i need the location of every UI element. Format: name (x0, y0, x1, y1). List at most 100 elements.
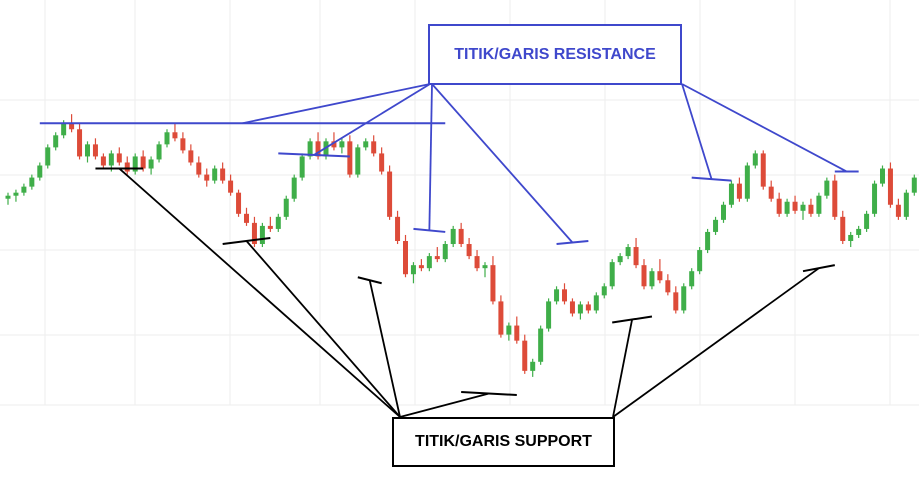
resistance-connector-0 (242, 83, 431, 125)
candle-body-101 (808, 204, 814, 214)
candle-body-82 (657, 271, 663, 281)
candle-body-77 (617, 256, 623, 263)
candle-body-28 (228, 180, 234, 193)
candle-body-0 (5, 195, 11, 199)
candle-body-41 (331, 141, 337, 148)
candle-60 (482, 262, 488, 278)
candle-90 (721, 201, 726, 223)
candle-body-20 (164, 132, 170, 145)
candle-75 (601, 283, 607, 299)
candle-body-50 (403, 241, 408, 275)
candle-body-59 (474, 256, 480, 269)
candle-21 (172, 123, 178, 142)
candle-93 (744, 162, 750, 202)
candle-24 (196, 156, 202, 178)
candle-106 (848, 231, 854, 248)
candle-body-110 (880, 168, 885, 184)
candle-113 (903, 189, 909, 220)
candle-body-68 (546, 301, 552, 329)
candle-body-70 (562, 289, 567, 302)
candle-body-91 (728, 183, 734, 205)
candle-99 (792, 195, 798, 214)
candle-body-92 (736, 183, 742, 199)
candle-37 (299, 153, 305, 181)
candle-0 (5, 192, 11, 205)
candle-body-2 (21, 186, 27, 193)
support-connector-2 (368, 280, 401, 418)
candle-48 (387, 165, 393, 220)
support-annotation-box: TITIK/GARIS SUPPORT (392, 417, 615, 467)
support-connector-0 (118, 167, 401, 418)
support-line-1 (222, 236, 271, 246)
candle-body-90 (721, 204, 726, 220)
candle-body-31 (251, 222, 257, 245)
candle-76 (609, 259, 615, 290)
candle-body-47 (379, 153, 385, 172)
candle-62 (498, 295, 504, 338)
resistance-annotation-label: TITIK/GARIS RESISTANCE (454, 45, 656, 63)
candle-63 (506, 322, 512, 341)
candle-body-73 (585, 304, 591, 311)
candle-58 (466, 237, 472, 260)
candle-body-32 (259, 225, 265, 245)
candle-25 (204, 168, 210, 187)
candle-body-40 (323, 141, 329, 157)
candle-body-83 (665, 280, 671, 293)
candle-104 (832, 174, 838, 220)
candle-body-89 (713, 219, 719, 232)
candle-body-98 (784, 201, 790, 214)
candle-80 (641, 259, 647, 290)
candle-body-57 (458, 228, 464, 245)
candle-36 (291, 174, 297, 202)
candle-body-112 (895, 204, 901, 217)
candle-65 (522, 334, 528, 374)
candle-66 (530, 358, 536, 377)
candle-body-104 (832, 180, 838, 217)
candle-6 (53, 132, 59, 151)
support-connector-1 (245, 240, 401, 418)
candle-31 (251, 216, 257, 248)
resistance-line-1 (278, 152, 350, 158)
candle-body-25 (204, 174, 210, 181)
candle-body-21 (172, 132, 178, 139)
candle-body-10 (85, 144, 90, 157)
resistance-connector-5 (681, 83, 848, 173)
candle-body-42 (339, 141, 345, 148)
candle-69 (554, 286, 560, 305)
candle-3 (29, 174, 35, 190)
candle-body-27 (220, 168, 226, 181)
candle-body-80 (641, 265, 647, 287)
candle-body-46 (371, 141, 377, 154)
candle-body-30 (244, 213, 249, 223)
candle-72 (577, 301, 583, 320)
candle-78 (625, 244, 631, 260)
candle-body-86 (689, 271, 695, 287)
support-connector-4 (612, 319, 633, 418)
candle-body-23 (188, 150, 194, 163)
resistance-line-4 (691, 176, 732, 182)
candle-body-95 (760, 153, 766, 187)
candle-23 (188, 144, 194, 166)
resistance-connector-1 (313, 83, 431, 156)
candle-body-81 (649, 271, 655, 287)
candle-body-4 (37, 165, 43, 178)
candle-87 (697, 247, 703, 275)
candle-body-96 (768, 186, 774, 199)
candle-body-35 (283, 198, 289, 217)
candle-97 (776, 192, 782, 217)
candle-body-111 (887, 168, 893, 205)
candle-28 (228, 174, 234, 196)
candle-body-61 (490, 265, 496, 302)
candle-body-113 (903, 192, 909, 217)
candle-101 (808, 198, 814, 217)
candle-body-29 (236, 192, 242, 214)
candle-88 (705, 228, 711, 254)
candle-57 (458, 222, 464, 248)
candle-body-109 (872, 183, 878, 214)
candle-body-65 (522, 340, 528, 371)
candle-91 (728, 180, 734, 208)
candle-body-60 (482, 265, 488, 269)
support-resistance-levels (39, 122, 859, 397)
candle-11 (92, 138, 98, 160)
resistance-connector-3 (431, 83, 574, 244)
